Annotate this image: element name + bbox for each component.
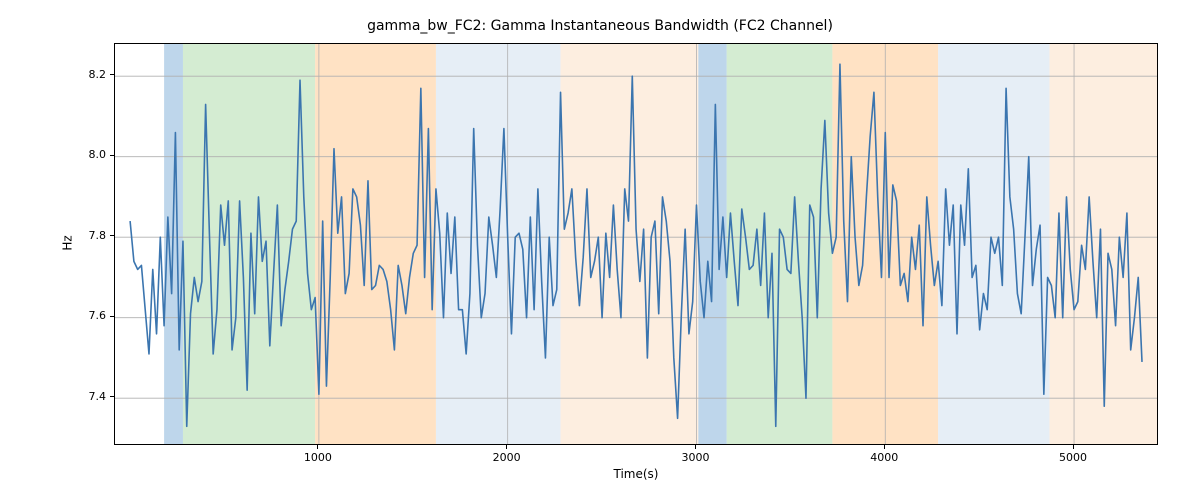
- y-tick-label: 8.0: [89, 148, 107, 161]
- chart-figure: gamma_bw_FC2: Gamma Instantaneous Bandwi…: [0, 0, 1200, 500]
- chart-title: gamma_bw_FC2: Gamma Instantaneous Bandwi…: [0, 18, 1200, 34]
- x-tick-mark: [884, 445, 885, 449]
- x-tick-label: 4000: [864, 451, 904, 464]
- x-tick-label: 2000: [487, 451, 527, 464]
- y-tick-label: 7.8: [89, 229, 107, 242]
- y-tick-label: 8.2: [89, 68, 107, 81]
- y-tick-mark: [110, 396, 114, 397]
- y-tick-mark: [110, 235, 114, 236]
- x-tick-mark: [506, 445, 507, 449]
- x-axis-label: Time(s): [114, 467, 1158, 481]
- x-tick-label: 1000: [298, 451, 338, 464]
- x-tick-mark: [317, 445, 318, 449]
- y-tick-mark: [110, 316, 114, 317]
- y-tick-mark: [110, 155, 114, 156]
- x-tick-mark: [1073, 445, 1074, 449]
- plot-area: [114, 43, 1158, 446]
- y-tick-label: 7.4: [89, 390, 107, 403]
- x-tick-label: 3000: [675, 451, 715, 464]
- y-axis-label: Hz: [61, 235, 75, 250]
- x-tick-mark: [695, 445, 696, 449]
- y-tick-label: 7.6: [89, 309, 107, 322]
- y-tick-mark: [110, 74, 114, 75]
- x-tick-label: 5000: [1053, 451, 1093, 464]
- plot-svg: [115, 44, 1158, 446]
- background-band: [561, 44, 699, 446]
